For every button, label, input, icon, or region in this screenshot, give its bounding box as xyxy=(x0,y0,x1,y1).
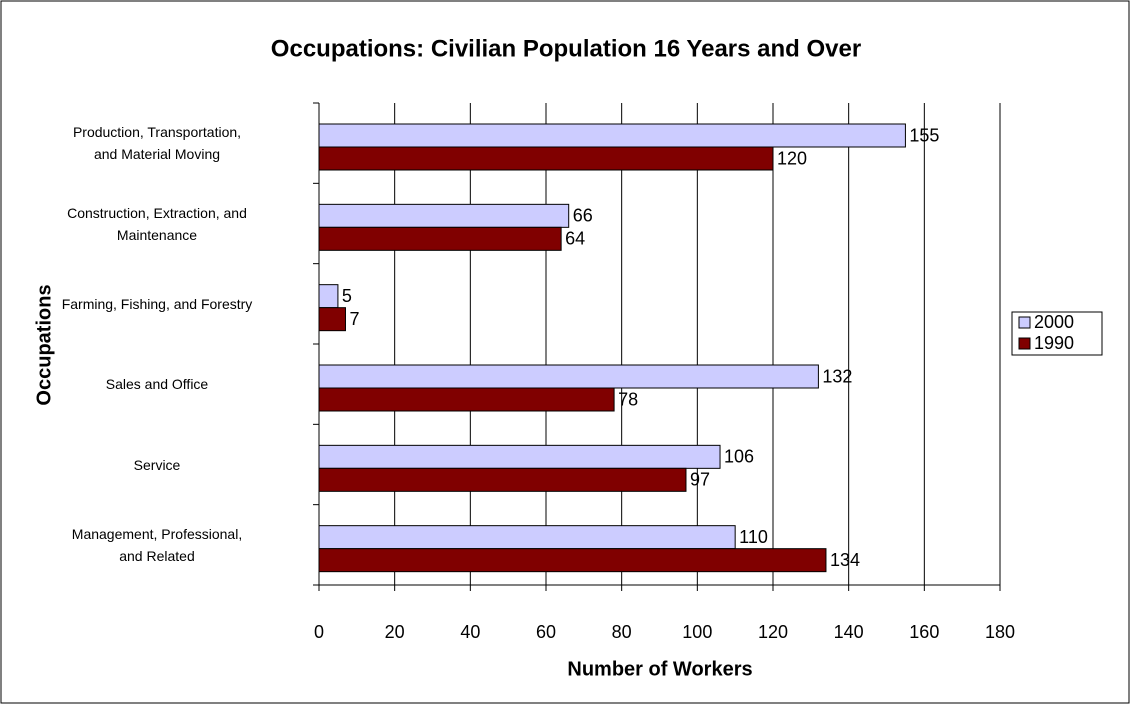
x-tick-label: 160 xyxy=(909,622,939,642)
data-label: 106 xyxy=(724,447,754,467)
chart-title: Occupations: Civilian Population 16 Year… xyxy=(271,35,861,62)
x-tick-label: 140 xyxy=(834,622,864,642)
bar xyxy=(318,226,562,251)
bar xyxy=(318,525,736,550)
plot-area xyxy=(319,103,1000,585)
legend-swatch xyxy=(1018,316,1031,329)
bar xyxy=(318,467,687,492)
y-tick-label: Sales and Office xyxy=(105,376,209,393)
data-label: 155 xyxy=(909,125,939,145)
bar xyxy=(318,146,774,171)
data-label: 66 xyxy=(573,206,593,226)
data-label: 7 xyxy=(349,309,359,329)
data-label: 64 xyxy=(565,229,585,249)
y-axis-label: Occupations xyxy=(33,284,55,405)
bar xyxy=(318,548,827,573)
y-tick-label: Management, Professional, and Related xyxy=(71,525,243,564)
legend-swatch xyxy=(1018,337,1031,350)
data-label: 120 xyxy=(777,148,807,168)
bar xyxy=(318,123,906,148)
bar xyxy=(318,364,819,389)
data-label: 78 xyxy=(618,389,638,409)
y-tick-label: Service xyxy=(133,456,181,473)
data-label: 97 xyxy=(690,470,710,490)
data-label: 5 xyxy=(342,286,352,306)
y-tick-label: Production, Transportation, and Material… xyxy=(72,124,242,163)
data-label: 110 xyxy=(739,527,768,547)
x-axis-label: Number of Workers xyxy=(567,658,752,680)
x-tick-label: 0 xyxy=(314,622,324,642)
data-label: 132 xyxy=(822,366,852,386)
x-tick-label: 80 xyxy=(612,622,632,642)
bar xyxy=(318,307,346,332)
x-tick-label: 20 xyxy=(385,622,405,642)
bar xyxy=(318,284,339,309)
bar xyxy=(318,387,615,412)
legend-label: 2000 xyxy=(1034,312,1074,332)
x-tick-label: 60 xyxy=(536,622,556,642)
x-tick-label: 180 xyxy=(985,622,1015,642)
bar xyxy=(318,203,570,228)
legend-label: 1990 xyxy=(1034,333,1074,353)
bar xyxy=(318,444,721,469)
y-tick-label: Construction, Extraction, and Maintenanc… xyxy=(67,204,247,243)
x-tick-label: 120 xyxy=(758,622,788,642)
x-tick-label: 40 xyxy=(460,622,480,642)
y-tick-label: Farming, Fishing, and Forestry xyxy=(61,295,253,312)
data-label: 134 xyxy=(830,550,860,570)
x-tick-label: 100 xyxy=(682,622,712,642)
